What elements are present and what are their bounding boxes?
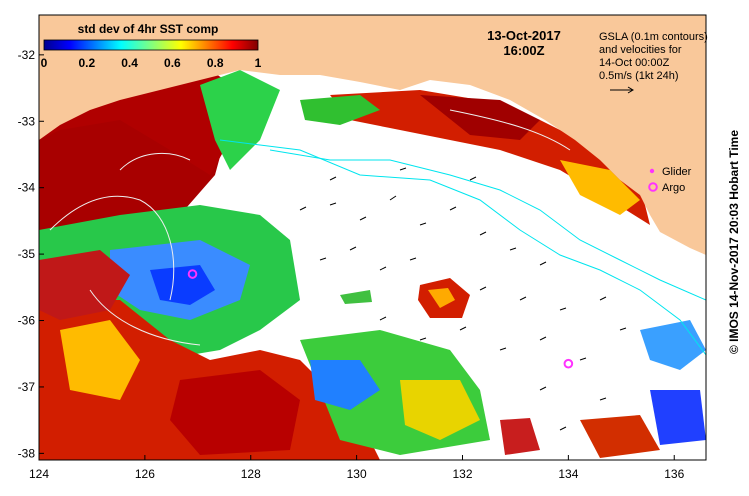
- argo-marker-icon: [648, 182, 658, 192]
- y-tick-label: -32: [18, 48, 36, 62]
- australia-landmass: [39, 15, 706, 255]
- gsla-note-line: 14-Oct 00:00Z: [599, 57, 670, 69]
- colorbar-tick-label: 0: [41, 56, 48, 70]
- colorbar-tick-label: 1: [255, 56, 262, 70]
- y-axis: -32 -33 -34 -35 -36 -37 -38: [18, 48, 44, 460]
- y-tick-label: -34: [18, 181, 36, 195]
- map-frame: [38, 14, 707, 461]
- map-area: [39, 15, 706, 460]
- scale-arrowhead-icon: [627, 86, 634, 94]
- y-tick-label: -38: [18, 446, 36, 460]
- x-axis: 124 126 128 130 132 134 136: [29, 455, 685, 481]
- x-tick-label: 136: [664, 467, 684, 481]
- y-tick-label: -36: [18, 314, 36, 328]
- x-tick-label: 126: [135, 467, 155, 481]
- y-tick-label: -35: [18, 247, 36, 261]
- colorbar-title: std dev of 4hr SST comp: [78, 22, 219, 36]
- colorbar-ticks: 0 0.2 0.4 0.6 0.8 1: [41, 56, 262, 70]
- argo-markers: [187, 269, 574, 369]
- argo-float-marker: [563, 358, 574, 369]
- gsla-note-line: GSLA (0.1m contours): [599, 31, 708, 43]
- gsla-note-line: 0.5m/s (1kt 24h): [599, 70, 678, 82]
- colorbar-tick-label: 0.2: [78, 56, 95, 70]
- x-tick-label: 130: [347, 467, 367, 481]
- time-label: 16:00Z: [503, 43, 544, 58]
- argo-float-marker: [187, 269, 198, 279]
- x-tick-label: 134: [558, 467, 578, 481]
- white-contours: [49, 109, 571, 346]
- colorbar-tick-label: 0.6: [164, 56, 181, 70]
- x-tick-label: 132: [452, 467, 472, 481]
- gsla-note: GSLA (0.1m contours) and velocities for …: [599, 31, 708, 94]
- colorbar: std dev of 4hr SST comp 0 0.2 0.4 0.6 0.8 1: [41, 22, 262, 70]
- credit-label: © IMOS 14-Nov-2017 20:03 Hobart Time: [727, 130, 741, 354]
- colorbar-tick-label: 0.4: [121, 56, 138, 70]
- x-tick-label: 128: [241, 467, 261, 481]
- date-label: 13-Oct-2017: [487, 28, 561, 43]
- legend-glider-label: Glider: [662, 166, 692, 178]
- marker-legend: Glider Argo: [648, 166, 692, 194]
- y-tick-label: -37: [18, 380, 36, 394]
- x-tick-label: 124: [29, 467, 49, 481]
- legend-argo-label: Argo: [662, 182, 685, 194]
- colorbar-tick-label: 0.8: [207, 56, 224, 70]
- gsla-note-line: and velocities for: [599, 44, 682, 56]
- y-tick-label: -33: [18, 114, 36, 128]
- velocity-arrows: [299, 167, 627, 431]
- glider-marker-icon: [649, 168, 655, 174]
- sst-field: [39, 40, 706, 460]
- sla-contours: [219, 139, 706, 356]
- colorbar-gradient: [43, 39, 259, 51]
